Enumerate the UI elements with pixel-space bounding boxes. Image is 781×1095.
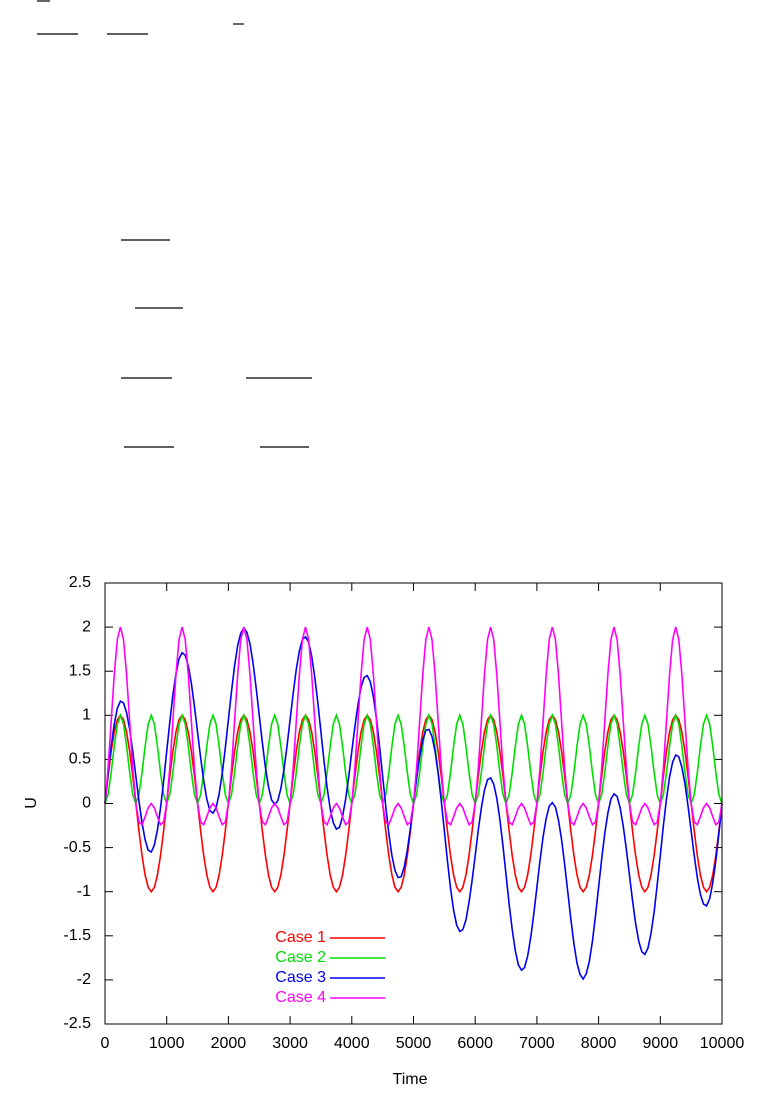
y-tick-label: -0.5 xyxy=(63,839,91,856)
x-tick-label: 2000 xyxy=(211,1035,247,1052)
x-tick-label: 3000 xyxy=(272,1035,308,1052)
y-tick-label: 1 xyxy=(82,707,91,724)
y-tick-label: 2.5 xyxy=(69,574,91,591)
x-tick-label: 10000 xyxy=(700,1035,745,1052)
legend-label: Case 2 xyxy=(275,949,326,966)
y-tick-label: 2 xyxy=(82,618,91,635)
y-tick-label: 1.5 xyxy=(69,662,91,679)
x-tick-label: 9000 xyxy=(643,1035,679,1052)
series-line xyxy=(104,626,723,827)
x-axis-label: Time xyxy=(393,1071,428,1088)
page-decoration xyxy=(37,0,312,448)
legend-label: Case 3 xyxy=(275,969,326,986)
x-tick-label: 8000 xyxy=(581,1035,617,1052)
x-tick-label: 7000 xyxy=(519,1035,555,1052)
legend-label: Case 1 xyxy=(275,929,326,946)
x-tick-label: 5000 xyxy=(396,1035,432,1052)
y-tick-label: 0 xyxy=(82,795,91,812)
y-tick-label: -2.5 xyxy=(63,1015,91,1032)
y-axis-label: U xyxy=(23,797,40,809)
y-tick-label: 0.5 xyxy=(69,751,91,768)
x-tick-label: 4000 xyxy=(334,1035,370,1052)
y-tick-label: -1 xyxy=(77,883,91,900)
x-tick-label: 6000 xyxy=(457,1035,493,1052)
x-tick-label: 1000 xyxy=(149,1035,185,1052)
x-tick-label: 0 xyxy=(101,1035,110,1052)
plot-frame xyxy=(104,582,723,1025)
y-tick-label: -1.5 xyxy=(63,927,91,944)
y-tick-label: -2 xyxy=(77,971,91,988)
legend-label: Case 4 xyxy=(275,989,326,1006)
